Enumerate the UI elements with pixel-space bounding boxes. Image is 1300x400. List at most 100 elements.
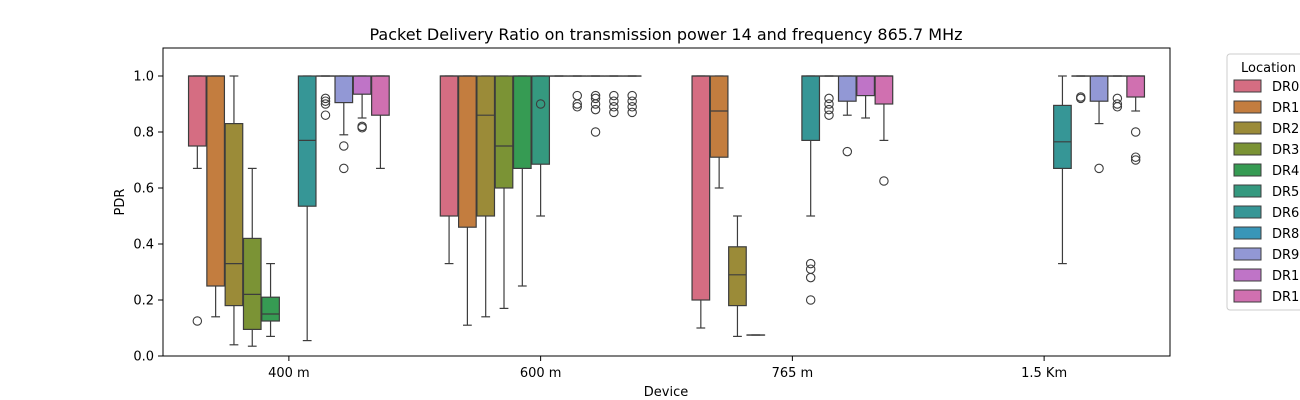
outlier-point xyxy=(1094,163,1104,174)
legend-label: DR2 xyxy=(1272,122,1299,137)
box-dr1-1 xyxy=(458,75,477,326)
outlier-point xyxy=(590,93,601,104)
box-dr1-2 xyxy=(856,75,875,119)
box-body xyxy=(476,75,496,217)
outlier-point xyxy=(1112,99,1123,109)
outlier-point xyxy=(320,96,331,106)
box-dr6-3 xyxy=(1053,75,1072,265)
legend-swatch xyxy=(1233,163,1262,177)
x-tick-label: 400 m xyxy=(268,366,310,381)
box-body xyxy=(261,296,280,322)
box-body xyxy=(458,75,477,228)
box-dr1-3 xyxy=(1126,75,1146,165)
x-tick-label: 600 m xyxy=(520,366,562,381)
legend-swatch xyxy=(1233,100,1262,114)
outlier-point xyxy=(590,104,601,115)
outlier-point xyxy=(535,99,546,109)
legend-title: Location xyxy=(1241,61,1296,76)
outlier-point xyxy=(609,107,619,118)
box-dr4-1 xyxy=(512,75,532,287)
outlier-point xyxy=(805,272,816,283)
box-dr1-0 xyxy=(371,75,390,169)
legend-swatch xyxy=(1233,247,1262,261)
outlier-point xyxy=(1130,127,1141,137)
box-body xyxy=(1089,75,1109,102)
y-tick-label: 0.8 xyxy=(133,126,154,141)
y-tick-label: 0.6 xyxy=(133,182,154,197)
box-dr9-1 xyxy=(586,75,605,137)
box-body xyxy=(187,75,207,147)
outlier-point xyxy=(627,96,637,106)
box-body xyxy=(709,75,729,158)
outlier-point xyxy=(879,176,889,186)
box-body xyxy=(352,75,372,95)
box-dr1-2 xyxy=(709,75,729,189)
outlier-point xyxy=(339,163,349,174)
box-body xyxy=(297,75,317,207)
x-tick-label: 765 m xyxy=(772,366,814,381)
y-tick-label: 1.0 xyxy=(133,70,154,85)
legend-swatch xyxy=(1233,121,1262,135)
box-dr4-0 xyxy=(261,263,280,337)
box-dr8-2 xyxy=(819,75,839,120)
x-axis-label: Device xyxy=(644,385,688,400)
legend-label: DR9 xyxy=(1272,248,1299,263)
box-dr8-1 xyxy=(567,75,587,112)
outlier-point xyxy=(320,93,331,104)
legend-label: DR8 xyxy=(1272,227,1299,242)
legend-label: DR1 xyxy=(1272,269,1299,284)
outlier-point xyxy=(824,93,834,104)
y-tick-label: 0.0 xyxy=(133,350,154,365)
outlier-point xyxy=(320,110,331,120)
box-body xyxy=(1126,75,1146,98)
outlier-point xyxy=(590,127,601,137)
box-dr9-2 xyxy=(837,75,857,157)
outlier-point xyxy=(824,104,834,115)
box-dr8-3 xyxy=(1071,75,1091,104)
outlier-point xyxy=(339,141,349,151)
box-dr1-2 xyxy=(874,75,894,186)
box-body xyxy=(874,75,894,105)
box-dr0-0 xyxy=(187,75,207,326)
outlier-point xyxy=(572,102,582,112)
legend-swatch xyxy=(1233,226,1262,240)
outlier-point xyxy=(357,123,367,133)
box-body xyxy=(801,75,821,142)
box-body xyxy=(242,237,262,330)
box-dr0-2 xyxy=(691,75,711,329)
outlier-point xyxy=(842,146,853,157)
outlier-point xyxy=(609,96,619,106)
legend-label: DR3 xyxy=(1272,143,1299,158)
outlier-point xyxy=(1130,155,1141,165)
legend-label: DR4 xyxy=(1272,164,1299,179)
y-axis-label: PDR xyxy=(113,189,128,216)
box-body xyxy=(334,75,354,104)
outlier-point xyxy=(572,90,582,101)
box-body xyxy=(439,75,459,217)
legend-swatch xyxy=(1233,79,1262,93)
box-body xyxy=(512,75,532,170)
outlier-point xyxy=(1130,152,1141,162)
outlier-point xyxy=(824,99,834,109)
legend-swatch xyxy=(1233,289,1262,303)
box-body xyxy=(531,75,551,165)
x-tick-label: 1.5 Km xyxy=(1021,366,1067,381)
legend-label: DR5 xyxy=(1272,185,1299,200)
box-dr9-0 xyxy=(334,75,354,174)
box-dr1-0 xyxy=(352,75,372,133)
box-dr2-0 xyxy=(224,75,244,346)
legend-swatch xyxy=(1233,268,1262,282)
box-body xyxy=(371,75,390,116)
legend-swatch xyxy=(1233,142,1262,156)
box-dr6-0 xyxy=(297,75,317,342)
box-dr3-1 xyxy=(494,75,514,309)
box-dr1-3 xyxy=(1107,75,1127,112)
outlier-point xyxy=(609,102,619,112)
outlier-point xyxy=(590,90,601,101)
outlier-point xyxy=(824,110,834,120)
outlier-point xyxy=(805,264,816,274)
plot-area xyxy=(162,47,1171,357)
legend-swatch xyxy=(1233,184,1262,198)
box-dr2-1 xyxy=(476,75,496,318)
